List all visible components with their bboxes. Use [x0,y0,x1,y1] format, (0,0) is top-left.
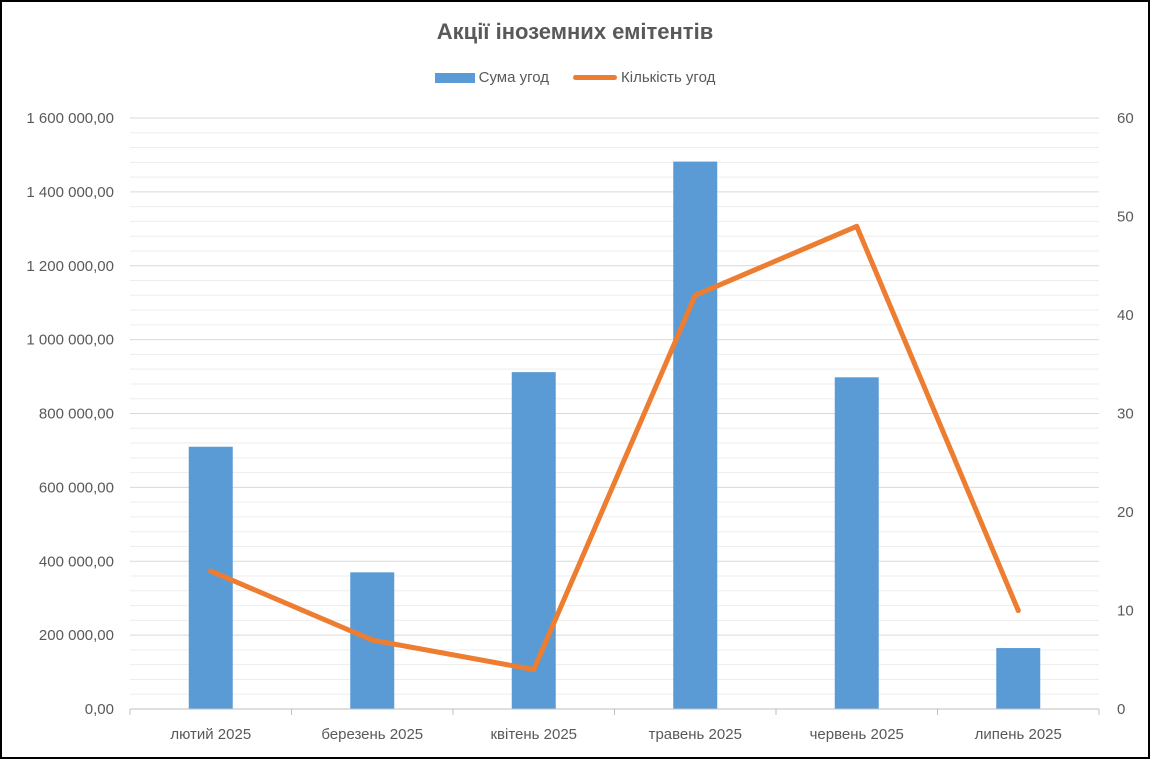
line-point [692,292,698,298]
x-axis-category-label: квітень 2025 [490,726,577,743]
x-axis-category-label: червень 2025 [810,726,904,743]
right-axis-tick-label: 20 [1117,504,1134,521]
chart-legend: Сума угод Кількість угод [2,69,1148,86]
left-axis-tick-label: 0,00 [85,701,114,718]
bar-mark [673,161,718,709]
bar-mark [834,377,879,709]
line-series [208,223,1021,673]
line-point [208,568,214,574]
x-axis-category-label: липень 2025 [975,726,1062,743]
x-axis-category-label: травень 2025 [649,726,742,743]
legend-item-bar: Сума угод [434,69,550,86]
x-axis-category-label: лютий 2025 [170,726,251,743]
x-axis-category-label: березень 2025 [321,726,423,743]
left-axis-tick-label: 600 000,00 [39,479,114,496]
right-axis-tick-label: 30 [1117,406,1134,423]
chart-title: Акції іноземних емітентів [436,19,714,44]
right-axis-tick-label: 50 [1117,209,1134,226]
line-point [1015,608,1021,613]
legend-line-label: Кількість угод [621,69,716,86]
right-axis-tick-label: 0 [1117,701,1125,718]
left-axis-tick-label: 800 000,00 [39,406,114,423]
right-axis-tick-label: 10 [1117,603,1134,620]
right-axis-tick-label: 40 [1117,307,1134,324]
line-point [854,223,860,229]
legend-line-swatch [573,75,618,80]
line-point [369,637,375,643]
left-axis-tick-label: 1 600 000,00 [26,110,114,127]
left-axis-tick-label: 200 000,00 [39,627,114,644]
legend-bar-swatch [434,72,475,83]
bar-mark [996,648,1041,709]
left-axis-tick-label: 400 000,00 [39,553,114,570]
legend-bar-label: Сума угод [478,69,550,86]
right-axis-tick-label: 60 [1117,110,1134,127]
line-point [531,667,537,673]
left-axis-tick-label: 1 400 000,00 [26,184,114,201]
left-axis-tick-label: 1 000 000,00 [26,332,114,349]
legend-item-line: Кількість угод [573,69,715,86]
left-axis-tick-label: 1 200 000,00 [26,258,114,275]
bar-mark [511,372,556,709]
